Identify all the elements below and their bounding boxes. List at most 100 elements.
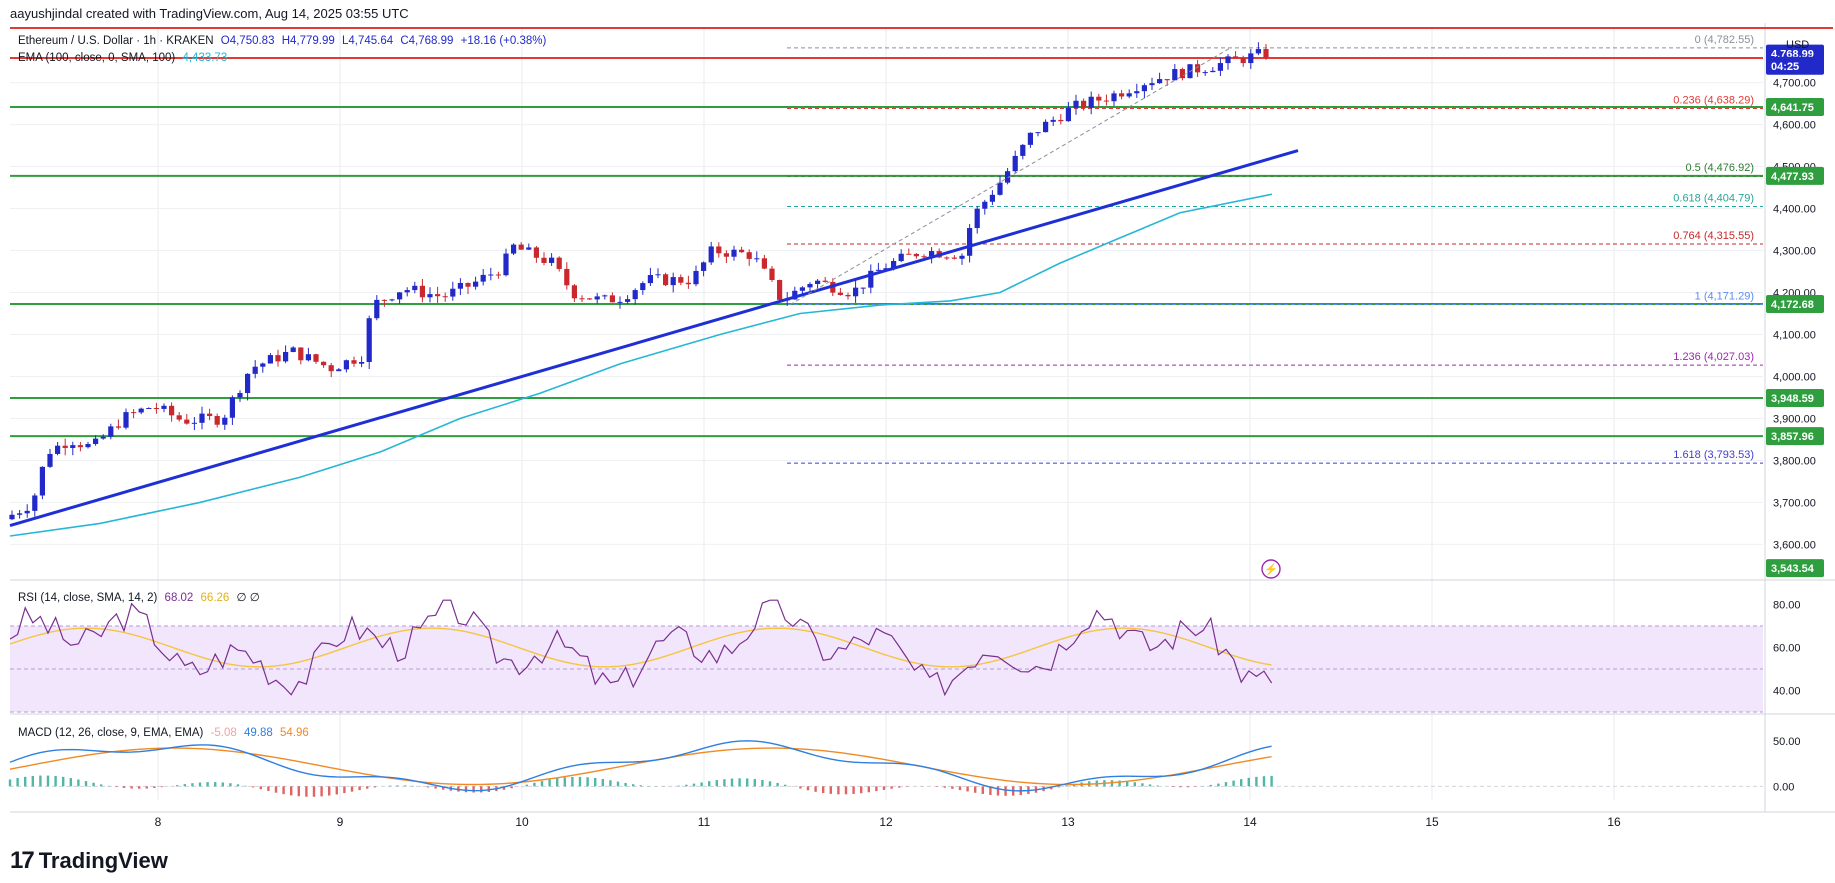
x-tick-label: 9 xyxy=(337,815,344,829)
candle-body xyxy=(305,354,311,361)
candle-body xyxy=(245,373,251,393)
candle-body xyxy=(351,360,357,364)
candle-body xyxy=(503,253,509,276)
candle-body xyxy=(24,510,30,514)
x-tick-label: 11 xyxy=(698,815,711,829)
candle-body xyxy=(397,292,403,300)
candle-body xyxy=(655,274,661,276)
candle-body xyxy=(860,287,866,289)
candle-body xyxy=(404,290,410,293)
candle-body xyxy=(731,249,737,257)
ohlc-change: +18.16 (+0.38%) xyxy=(460,35,547,47)
macd-hist-bar xyxy=(24,776,27,787)
macd-hist-bar xyxy=(1209,784,1212,787)
candle-body xyxy=(290,347,296,352)
candle-body xyxy=(906,253,912,255)
candle-body xyxy=(100,436,106,439)
macd-hist-bar xyxy=(176,785,179,787)
candle-body xyxy=(260,363,266,367)
macd-hist-bar xyxy=(46,775,50,787)
candle-body xyxy=(875,269,881,271)
fib-level-label: 0.236 (4,638.29) xyxy=(1673,94,1754,106)
candle-body xyxy=(131,412,137,414)
macd-legend: MACD (12, 26, close, 9, EMA, EMA) -5.08 … xyxy=(18,727,313,739)
candle-body xyxy=(739,249,745,253)
candle-body xyxy=(929,251,935,257)
macd-hist-bar xyxy=(274,786,278,793)
candle-body xyxy=(1172,69,1178,81)
macd-hist-bar xyxy=(943,786,946,788)
candle-body xyxy=(1210,70,1216,73)
candle-body xyxy=(1119,93,1125,97)
macd-hist-bar xyxy=(730,778,734,787)
macd-hist-bar xyxy=(244,785,247,787)
candle-body xyxy=(229,397,235,418)
macd-hist-bar xyxy=(160,786,164,788)
macd-hist-bar xyxy=(768,781,772,787)
candle-body xyxy=(541,257,547,263)
candle-body xyxy=(944,257,950,259)
candle-body xyxy=(1233,56,1239,59)
macd-hist-bar xyxy=(16,778,19,787)
macd-hist-bar xyxy=(996,786,1000,796)
macd-hist-bar xyxy=(404,785,407,787)
symbol-legend: Ethereum / U.S. Dollar · 1h · KRAKEN O4,… xyxy=(18,35,550,47)
tradingview-logo-icon: 17 xyxy=(10,847,35,874)
y-tick-label: 3,800.00 xyxy=(1773,455,1816,467)
candle-body xyxy=(792,290,798,300)
macd-hist-bar xyxy=(799,786,802,789)
candle-body xyxy=(761,258,767,269)
candle-body xyxy=(480,274,486,282)
candle-body xyxy=(9,514,15,520)
price-badge xyxy=(1766,427,1824,446)
macd-hist-bar xyxy=(480,786,483,793)
candle-body xyxy=(777,279,783,300)
candle-body xyxy=(1058,119,1064,122)
candle-body xyxy=(549,257,555,263)
candle-body xyxy=(283,351,289,362)
ohlc-low: L4,745.64 xyxy=(341,35,394,47)
candle-body xyxy=(1027,132,1033,145)
candle-body xyxy=(457,282,463,289)
candle-body xyxy=(511,244,517,254)
tradingview-logo[interactable]: 17 TradingView xyxy=(10,847,168,875)
macd-signal-line xyxy=(9,747,1272,786)
macd-hist-bar xyxy=(753,779,756,787)
candle-body xyxy=(199,413,205,423)
candle-body xyxy=(845,294,851,297)
x-tick-label: 12 xyxy=(879,815,893,829)
macd-hist-bar xyxy=(563,777,566,787)
candle-body xyxy=(716,246,722,254)
lightning-icon xyxy=(1261,559,1281,579)
macd-hist-bar xyxy=(305,786,308,797)
candle-body xyxy=(556,257,562,269)
x-tick-label: 16 xyxy=(1607,815,1621,829)
macd-signal-value: 54.96 xyxy=(279,727,309,739)
y-tick-label: 3,600.00 xyxy=(1773,539,1816,551)
macd-hist-bar xyxy=(761,779,764,787)
macd-hist-bar xyxy=(312,786,316,797)
candle-body xyxy=(1096,96,1102,101)
candle-body xyxy=(267,355,273,364)
macd-hist-bar xyxy=(616,781,620,787)
candle-body xyxy=(321,361,327,366)
candle-body xyxy=(1195,64,1201,73)
candle-body xyxy=(237,392,243,398)
candle-body xyxy=(632,290,638,300)
macd-hist-bar xyxy=(229,783,232,787)
candle-body xyxy=(640,283,646,291)
candle-body xyxy=(921,256,927,258)
candle-body xyxy=(108,426,114,437)
macd-hist-bar xyxy=(1240,779,1243,787)
macd-hist-bar xyxy=(571,776,574,787)
macd-hist-bar xyxy=(586,777,589,787)
candle-body xyxy=(526,247,532,250)
candle-body xyxy=(1012,155,1018,172)
macd-hist-bar xyxy=(822,786,825,794)
candle-body xyxy=(55,445,61,454)
fib-level-label: 1 (4,171.29) xyxy=(1695,291,1754,303)
macd-hist-bar xyxy=(138,786,141,789)
attribution: aayushjindal created with TradingView.co… xyxy=(10,6,409,21)
macd-hist-bar xyxy=(350,786,354,792)
